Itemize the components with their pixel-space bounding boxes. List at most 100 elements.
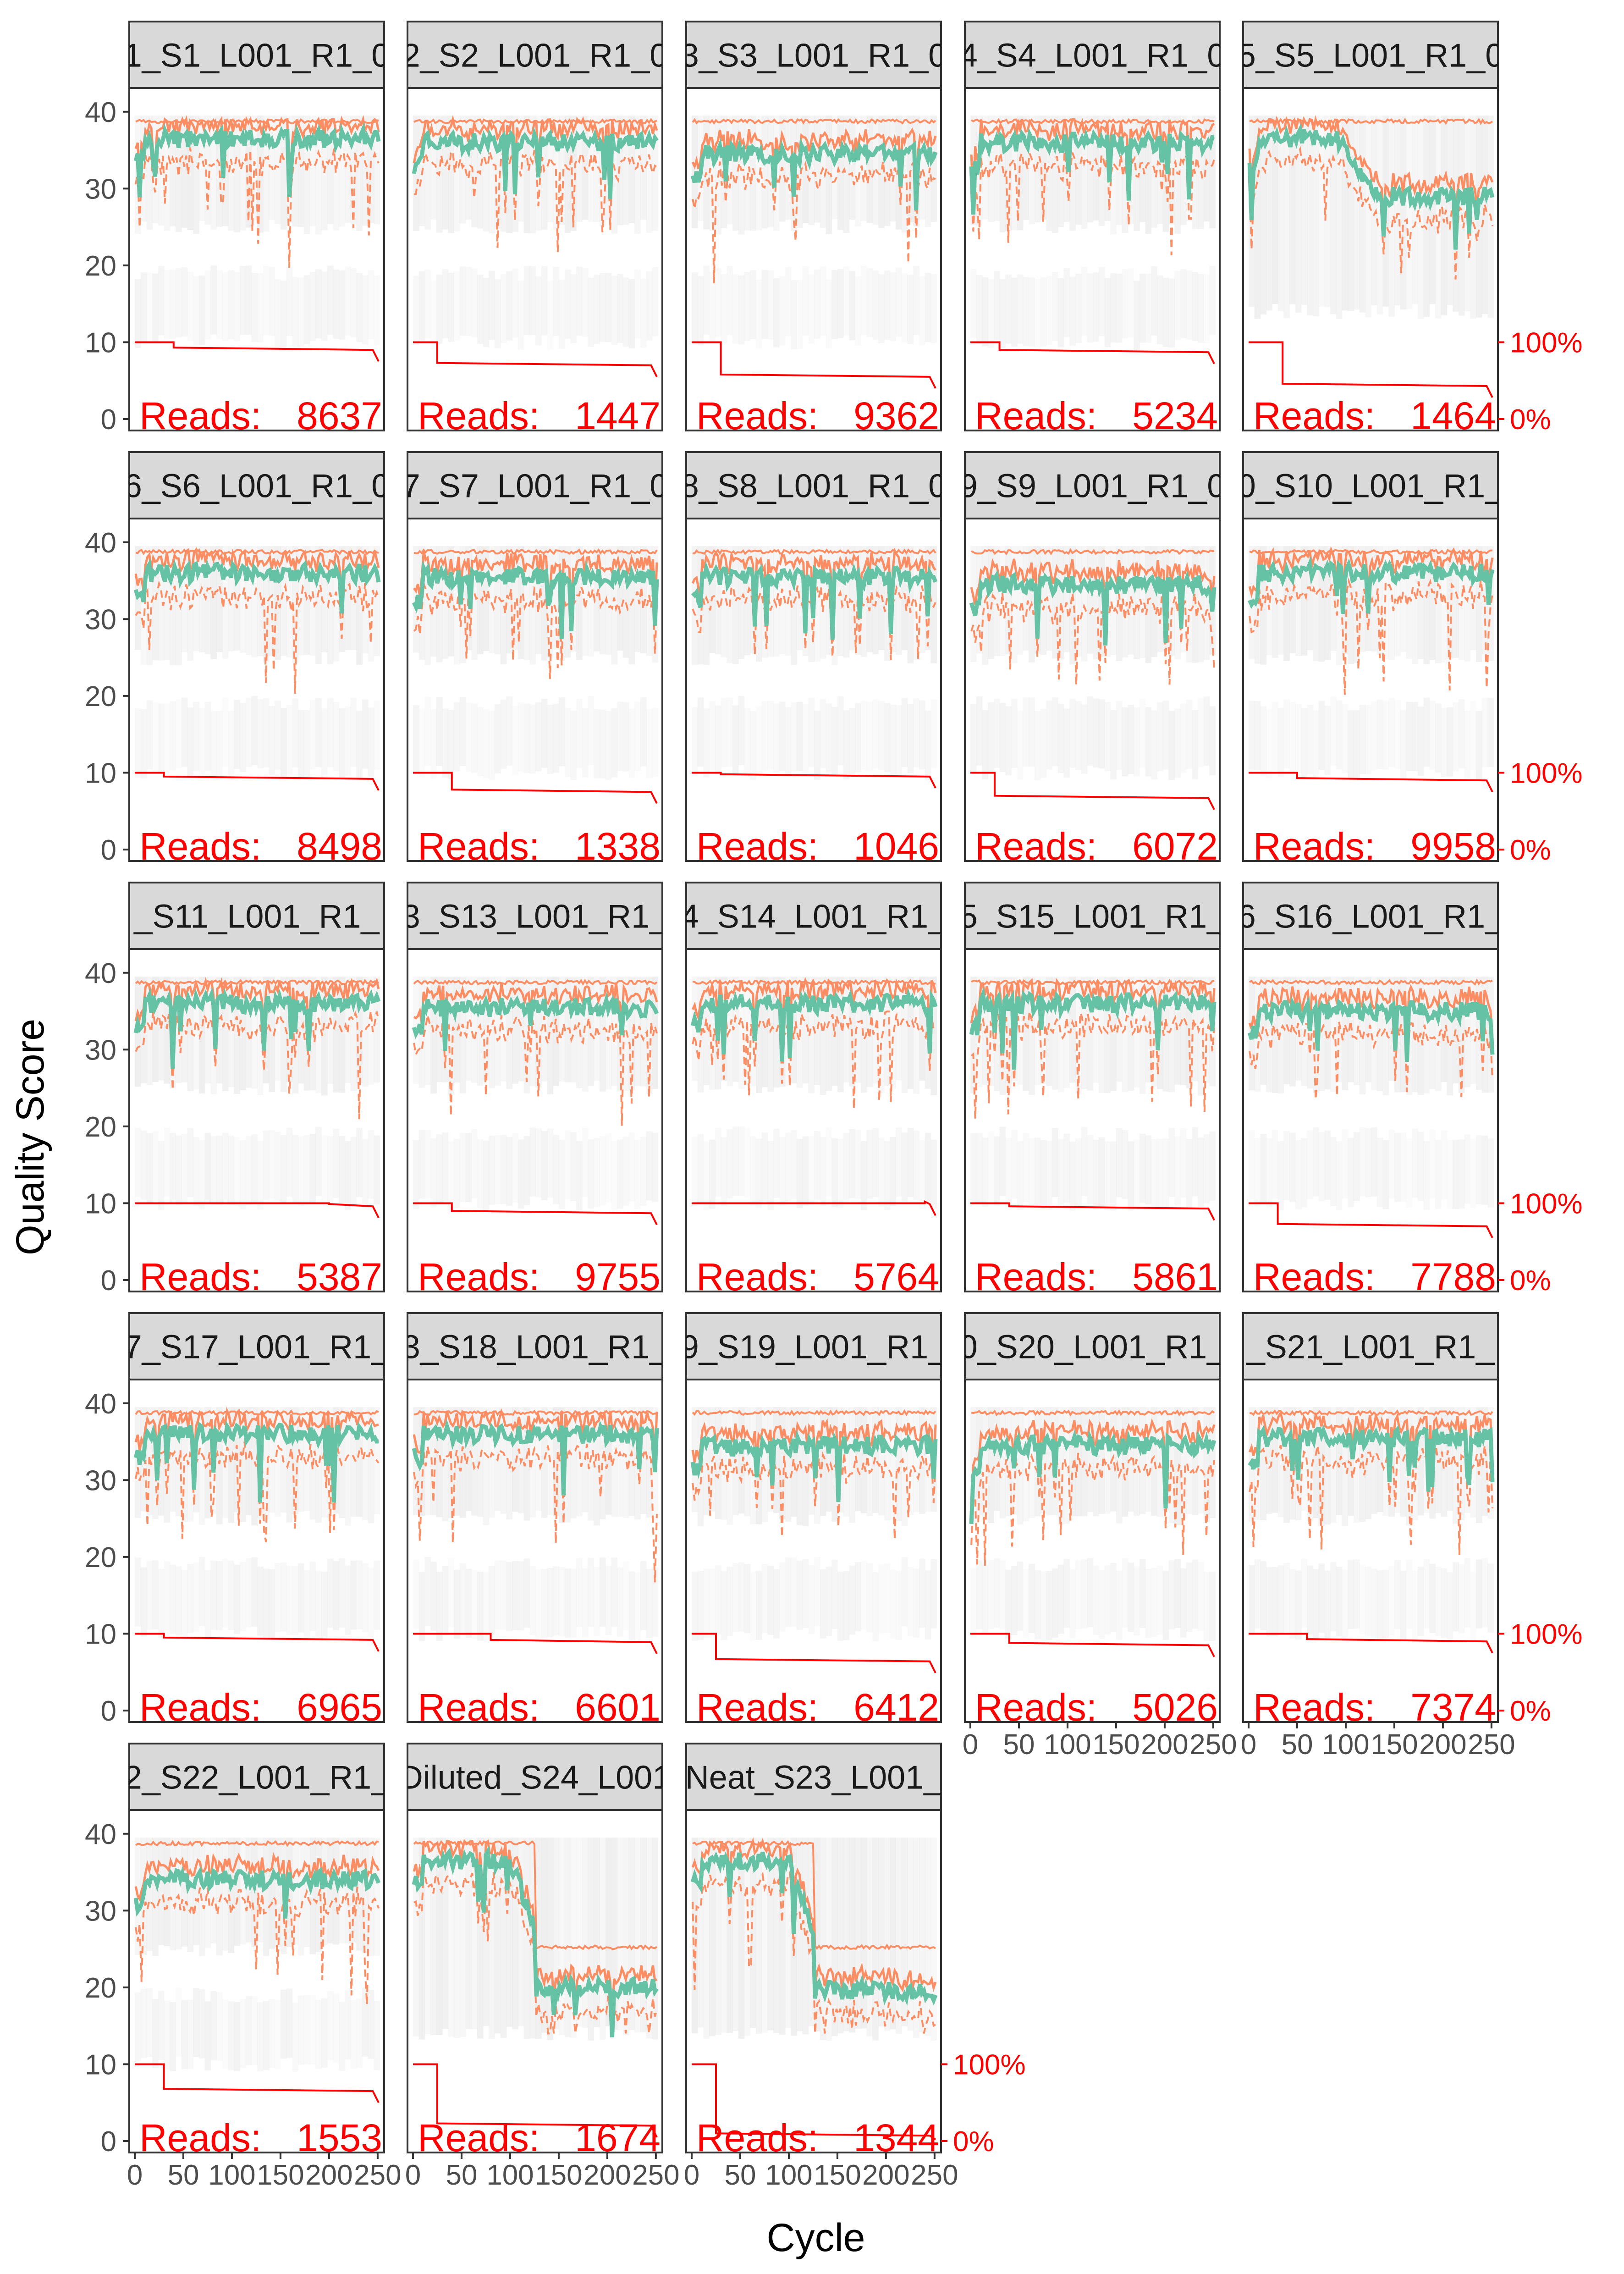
- heatmap-tile: [1023, 1133, 1029, 1203]
- heatmap-tile: [564, 707, 571, 777]
- heatmap-tile: [796, 1561, 803, 1630]
- heatmap-tile: [785, 1838, 792, 2028]
- heatmap-tile: [1134, 707, 1140, 777]
- heatmap-tile: [1295, 1570, 1302, 1640]
- heatmap-tile: [1168, 1128, 1175, 1197]
- heatmap-tile: [321, 1572, 328, 1641]
- heatmap-tile: [849, 116, 856, 220]
- heatmap-tile: [1481, 698, 1488, 767]
- heatmap-tile: [1116, 273, 1123, 343]
- heatmap-tile: [1110, 546, 1117, 655]
- mean-quality-line: [412, 560, 659, 639]
- heatmap-tile: [755, 1838, 762, 2034]
- heatmap-tile: [1266, 116, 1272, 311]
- heatmap-tile: [1429, 1563, 1436, 1633]
- read-fraction-line: [1249, 1202, 1493, 1238]
- heatmap-tile: [1447, 707, 1453, 777]
- heatmap-tile: [1289, 116, 1296, 304]
- facet-strip-label: 7_S17_L001_R1_: [124, 1329, 390, 1366]
- heatmap-tile: [750, 270, 756, 340]
- heatmap-tile: [570, 274, 577, 343]
- heatmap-tile: [198, 1140, 205, 1209]
- heatmap-tile: [344, 1565, 351, 1635]
- heatmap-tile: [465, 1568, 472, 1638]
- x-tick-label: 200: [862, 2159, 909, 2191]
- heatmap-tile: [755, 1138, 762, 1208]
- heatmap-tile: [652, 1568, 659, 1637]
- facet-strip: [128, 1743, 385, 1811]
- heatmap-tile: [286, 1566, 293, 1635]
- heatmap-tile: [837, 1138, 844, 1208]
- heatmap-tile: [890, 272, 897, 342]
- heatmap-tile: [1441, 1568, 1448, 1638]
- heatmap-tile: [269, 1998, 275, 2068]
- heatmap-tile: [263, 2001, 270, 2070]
- heatmap-tile: [999, 1560, 1006, 1630]
- heatmap-tile: [866, 1563, 873, 1633]
- heatmap-tile: [500, 274, 507, 343]
- heatmap-tile: [193, 701, 199, 771]
- heatmap-tile: [1266, 1138, 1272, 1208]
- heatmap-tile: [187, 1128, 194, 1198]
- heatmap-tile: [251, 695, 258, 765]
- heatmap-tile: [855, 1838, 861, 2029]
- heatmap-tile: [135, 1992, 141, 2062]
- heatmap-tile: [140, 1988, 147, 2058]
- heatmap-tile: [1162, 700, 1169, 770]
- heatmap-tile: [339, 270, 345, 340]
- heatmap-tile: [1382, 977, 1389, 1096]
- heatmap-tile: [181, 1838, 188, 1947]
- heatmap-tile: [1336, 1407, 1343, 1515]
- heatmap-tile: [896, 1407, 902, 1521]
- x-tick-label: 250: [1468, 1729, 1515, 1761]
- heatmap-tile: [418, 1838, 425, 2040]
- heatmap-tile: [1365, 1566, 1372, 1636]
- heatmap-tile: [303, 275, 310, 345]
- heatmap-tile: [442, 269, 449, 339]
- q75-line: [1250, 1409, 1493, 1417]
- mean-quality-line: [412, 992, 659, 1051]
- heatmap-tile: [1203, 546, 1210, 660]
- heatmap-tile: [1023, 1407, 1029, 1522]
- heatmap-tile: [263, 698, 270, 767]
- heatmap-tile: [970, 1133, 977, 1203]
- heatmap-tile: [1197, 1137, 1204, 1207]
- heatmap-tile: [298, 1838, 304, 1956]
- heatmap-tile: [158, 266, 165, 336]
- panel-border: [685, 87, 942, 431]
- heatmap-tile: [1260, 1561, 1267, 1631]
- heatmap-tile: [430, 709, 437, 779]
- heatmap-tile: [1382, 1569, 1389, 1639]
- heatmap-tile: [263, 265, 270, 335]
- heatmap-tile: [523, 1136, 530, 1205]
- heatmap-tile: [1081, 704, 1088, 774]
- facet-strip: [128, 882, 385, 950]
- facet-strip: [1242, 21, 1499, 89]
- facet-strip-label: 7_S7_L001_R1_0: [402, 468, 668, 505]
- heatmap-tile: [721, 698, 727, 767]
- x-tick-label: 200: [1141, 1729, 1188, 1761]
- x-tick-label: 250: [632, 2159, 679, 2191]
- heatmap-tile: [333, 1838, 340, 1945]
- facet-panel: 9_S19_L001_R1_Reads: 6412: [685, 1312, 942, 1729]
- heatmap-tile: [1260, 706, 1267, 776]
- heatmap-tile: [814, 711, 820, 780]
- heatmap-tile: [535, 1128, 542, 1198]
- heatmap-tile: [1192, 272, 1198, 342]
- heatmap-tile: [257, 273, 264, 342]
- heatmap-tile: [744, 707, 751, 777]
- heatmap-tile: [198, 707, 205, 777]
- read-fraction-line: [1249, 1633, 1493, 1654]
- heatmap-tile: [424, 1129, 431, 1199]
- heatmap-tile: [269, 1569, 275, 1639]
- heatmap-tile: [1145, 546, 1152, 663]
- heatmap-tile: [1034, 1570, 1041, 1639]
- pct-tick-label: 0%: [1510, 1265, 1551, 1297]
- panel-border: [685, 1809, 942, 2153]
- heatmap-tile: [1145, 116, 1152, 234]
- heatmap-tile: [344, 266, 351, 336]
- q25-line: [135, 1887, 380, 2005]
- heatmap-tile: [303, 710, 310, 779]
- heatmap-tile: [1394, 1560, 1401, 1629]
